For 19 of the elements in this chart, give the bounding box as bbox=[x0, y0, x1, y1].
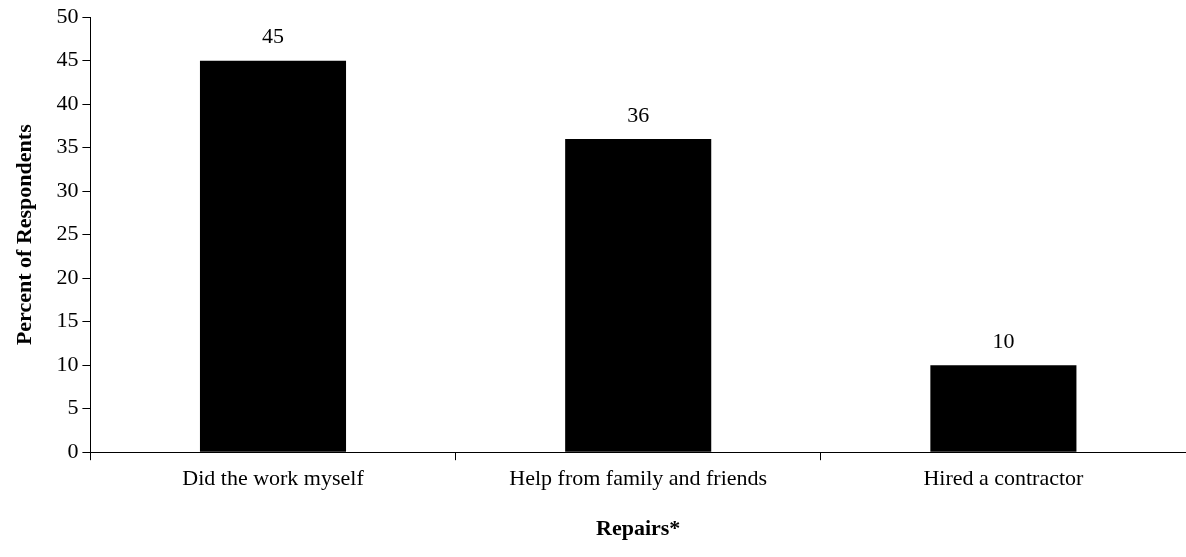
y-tick-label: 0 bbox=[67, 437, 79, 463]
y-tick-label: 30 bbox=[56, 176, 79, 202]
y-tick-label: 20 bbox=[56, 263, 79, 289]
x-tick-label: Help from family and friends bbox=[509, 465, 768, 491]
x-tick-label: Did the work myself bbox=[182, 465, 365, 491]
y-tick-label: 5 bbox=[67, 394, 79, 420]
data-label: 36 bbox=[627, 101, 650, 127]
y-axis-title: Percent of Respondents bbox=[10, 123, 36, 346]
y-tick-label: 35 bbox=[56, 133, 79, 159]
y-tick-label: 45 bbox=[56, 46, 79, 72]
data-label: 10 bbox=[992, 327, 1015, 353]
y-tick-label: 40 bbox=[56, 89, 79, 115]
data-label: 45 bbox=[262, 23, 284, 49]
y-tick-label: 15 bbox=[56, 307, 79, 333]
y-tick-label: 25 bbox=[56, 220, 79, 246]
x-axis-title: Repairs* bbox=[596, 515, 681, 541]
y-tick-label: 50 bbox=[56, 2, 79, 28]
x-tick-label: Hired a contractor bbox=[923, 465, 1085, 491]
y-tick-label: 10 bbox=[56, 350, 79, 376]
